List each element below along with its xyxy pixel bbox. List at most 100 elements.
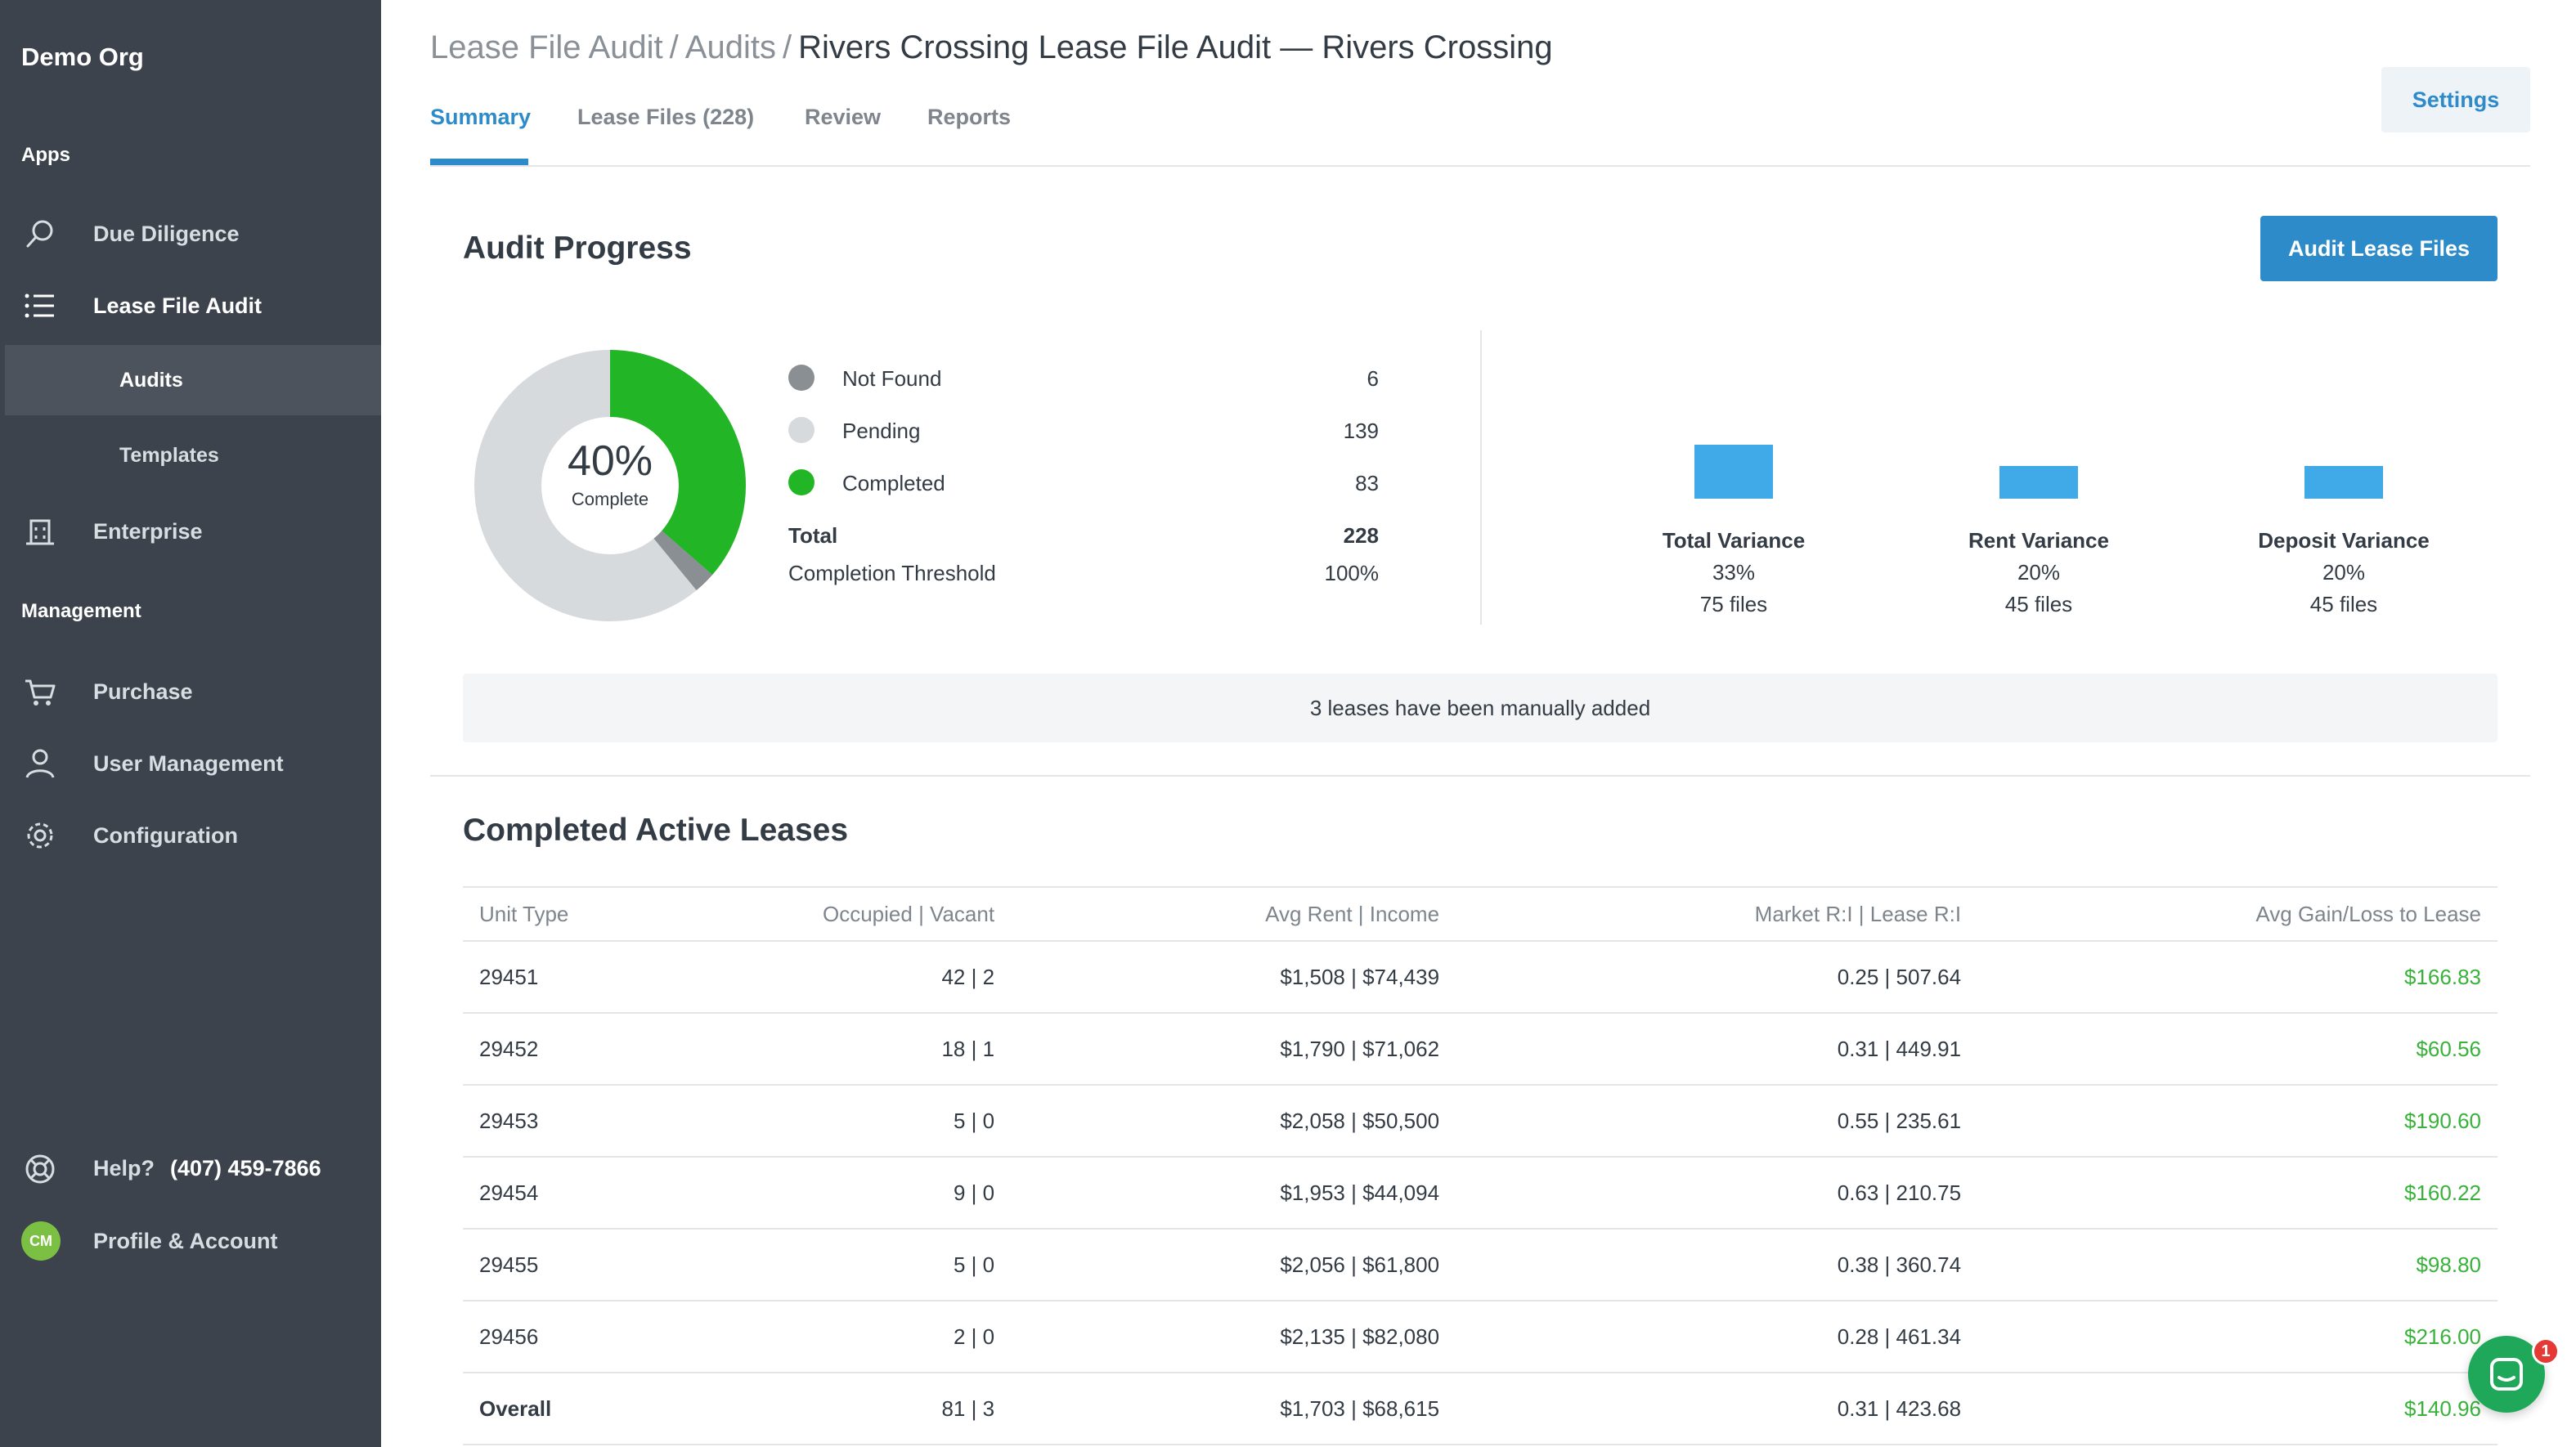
column-header-occupied-vacant[interactable]: Occupied | Vacant — [806, 886, 1012, 942]
threshold-value: 100% — [1324, 561, 1380, 585]
table-cell: 0.31 | 449.91 — [1456, 1013, 1978, 1086]
total-label: Total — [788, 523, 838, 548]
table-cell: 0.31 | 423.68 — [1456, 1373, 1978, 1445]
tab-reports[interactable]: Reports — [927, 98, 1017, 165]
table-cell: $1,703 | $68,615 — [1011, 1373, 1456, 1445]
variance-percent: 33% — [1712, 560, 1756, 585]
legend-dot — [788, 417, 815, 443]
variance-files: 75 files — [1699, 592, 1768, 616]
legend-dot — [788, 365, 815, 391]
table-cell: 0.28 | 461.34 — [1456, 1301, 1978, 1373]
tab-lease-files[interactable]: Lease Files (228) — [577, 98, 757, 165]
table-cell: 29451 — [463, 941, 806, 1014]
audit-lease-files-button[interactable]: Audit Lease Files — [2260, 216, 2497, 281]
column-header-market-lease-ri[interactable]: Market R:I | Lease R:I — [1456, 886, 1978, 942]
table-cell: $216.00 — [1977, 1301, 2497, 1373]
table-row: 29451 42 | 2 $1,508 | $74,439 0.25 | 507.64… — [463, 941, 2497, 1014]
table-cell: 9 | 0 — [806, 1157, 1012, 1230]
variance-files: 45 files — [2004, 592, 2073, 616]
sidebar-item-purchase[interactable]: Purchase — [0, 661, 381, 723]
column-header-unit-type[interactable]: Unit Type — [463, 886, 806, 942]
sidebar-item-configuration[interactable]: Configuration — [0, 804, 381, 867]
org-name[interactable]: Demo Org — [21, 43, 144, 71]
table-cell: $1,508 | $74,439 — [1011, 941, 1456, 1014]
variance-title: Rent Variance — [1968, 528, 2109, 553]
sidebar-subitem-templates[interactable]: Templates — [5, 420, 381, 491]
avatar[interactable]: CM — [21, 1221, 61, 1261]
legend-pending: Pending 139 — [788, 414, 1379, 446]
breadcrumb-lease-file-audit[interactable]: Lease File Audit — [430, 29, 663, 65]
table-cell: 29454 — [463, 1157, 806, 1230]
column-header-avg-gain-loss[interactable]: Avg Gain/Loss to Lease — [1977, 886, 2497, 942]
table-row-overall: Overall 81 | 3 $1,703 | $68,615 0.31 | 423.… — [463, 1373, 2497, 1445]
sidebar-item-profile[interactable]: Profile & Account — [0, 1210, 381, 1272]
search-icon — [26, 220, 53, 248]
breadcrumb-audits[interactable]: Audits — [684, 29, 776, 65]
tab-summary[interactable]: Summary — [430, 98, 531, 165]
help-link[interactable]: Help? (407) 459-7866 — [0, 1138, 381, 1200]
table-row: 29455 5 | 0 $2,056 | $61,800 0.38 | 360.74 $… — [463, 1229, 2497, 1301]
help-phone[interactable]: (407) 459-7866 — [170, 1156, 321, 1180]
table-cell: $2,056 | $61,800 — [1011, 1229, 1456, 1301]
user-icon — [25, 749, 55, 778]
sidebar-item-user-management[interactable]: User Management — [0, 732, 381, 795]
rent-variance-stat: Rent Variance 20% 45 files — [1887, 528, 2191, 617]
completed-leases-table: Unit Type Occupied | Vacant Avg Rent | I… — [463, 886, 2497, 1445]
table-cell: $1,953 | $44,094 — [1011, 1157, 1456, 1230]
lifebuoy-icon — [25, 1154, 55, 1184]
column-header-avg-rent-income[interactable]: Avg Rent | Income — [1011, 886, 1456, 942]
sidebar-item-lease-file-audit[interactable]: Lease File Audit — [0, 275, 381, 337]
table-cell: $1,790 | $71,062 — [1011, 1013, 1456, 1086]
completion-label: Complete — [571, 489, 649, 509]
legend-label: Completed — [842, 471, 945, 495]
legend-value: 83 — [1355, 471, 1379, 495]
legend-completed: Completed 83 — [788, 466, 1379, 499]
breadcrumb-separator: / — [782, 29, 792, 65]
tab-review[interactable]: Review — [805, 98, 886, 165]
sidebar-item-label: User Management — [93, 750, 284, 776]
variance-percent: 20% — [2322, 560, 2366, 585]
table-cell: $98.80 — [1977, 1229, 2497, 1301]
chat-icon — [2490, 1358, 2523, 1391]
table-header-row: Unit Type Occupied | Vacant Avg Rent | I… — [463, 886, 2497, 942]
variance-title: Total Variance — [1662, 528, 1806, 553]
total-value: 228 — [1343, 523, 1379, 548]
breadcrumb: Lease File Audit / Audits / Rivers Crossing … — [430, 29, 1553, 66]
table-cell: $140.96 — [1977, 1373, 2497, 1445]
table-cell: 0.38 | 360.74 — [1456, 1229, 1978, 1301]
building-icon — [26, 519, 54, 545]
tab-label: Lease Files (228) — [577, 105, 755, 129]
breadcrumb-separator: / — [669, 29, 679, 65]
table-cell: $2,058 | $50,500 — [1011, 1085, 1456, 1158]
progress-donut-chart — [474, 350, 746, 621]
chat-notification-badge: 1 — [2532, 1337, 2560, 1365]
table-cell: $166.83 — [1977, 941, 2497, 1014]
sidebar-subitem-audits[interactable]: Audits — [5, 345, 381, 415]
header-divider — [430, 165, 2530, 167]
gear-icon — [27, 822, 53, 849]
settings-button[interactable]: Settings — [2381, 67, 2530, 132]
tab-label: Reports — [927, 105, 1012, 129]
table-cell: 29456 — [463, 1301, 806, 1373]
table-cell: 29455 — [463, 1229, 806, 1301]
sidebar-item-enterprise[interactable]: Enterprise — [0, 500, 381, 562]
total-variance-bar — [1694, 445, 1773, 499]
sidebar-item-label: Lease File Audit — [93, 293, 263, 318]
sidebar-item-due-diligence[interactable]: Due Diligence — [0, 203, 381, 265]
variance-percent: 20% — [2017, 560, 2061, 585]
legend-value: 139 — [1343, 419, 1379, 443]
table-cell: 2 | 0 — [806, 1301, 1012, 1373]
table-cell: 29452 — [463, 1013, 806, 1086]
variance-title: Deposit Variance — [2258, 528, 2430, 553]
sidebar-item-label: Enterprise — [93, 518, 203, 544]
legend-label: Not Found — [842, 366, 942, 391]
completed-leases-title: Completed Active Leases — [463, 813, 849, 848]
table-cell: $190.60 — [1977, 1085, 2497, 1158]
table-cell: 18 | 1 — [806, 1013, 1012, 1086]
table-cell: 5 | 0 — [806, 1229, 1012, 1301]
page-title: Rivers Crossing Lease File Audit — River… — [798, 29, 1553, 65]
sidebar-item-label: Due Diligence — [93, 221, 240, 246]
sidebar: Demo Org Apps Due Diligence Lease File A… — [0, 0, 381, 1447]
manual-leases-notice: 3 leases have been manually added — [463, 674, 2497, 742]
legend-label: Pending — [842, 419, 921, 443]
